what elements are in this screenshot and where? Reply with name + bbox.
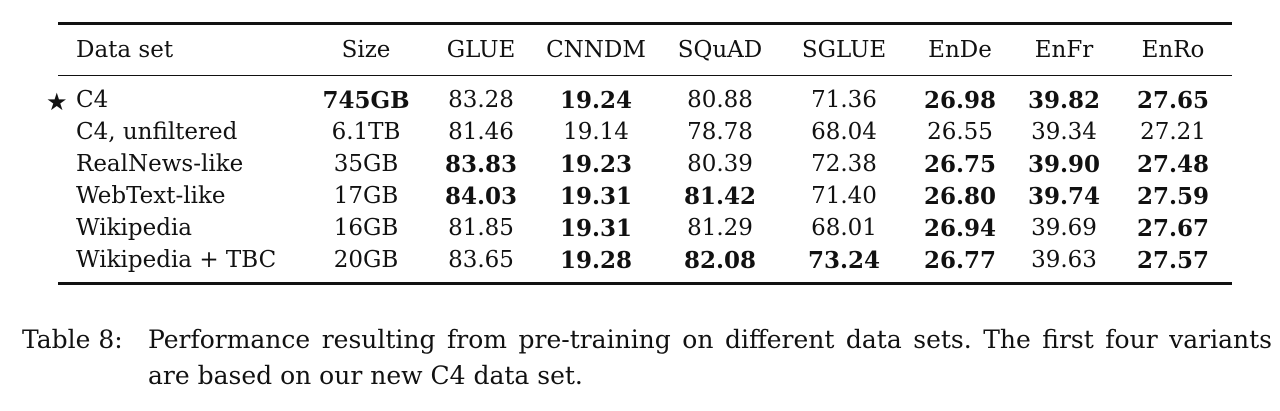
table-row: RealNews-like 35GB 83.83 19.23 80.39 72.38 26.…: [58, 148, 1232, 180]
cell-size: 17GB: [333, 183, 399, 209]
cell-size: 20GB: [333, 247, 399, 273]
cell-ende: 26.94: [923, 214, 997, 242]
cell-glue: 83.83: [444, 150, 518, 178]
data-set-name: RealNews-like: [76, 151, 244, 177]
results-table: Data set Size GLUE CNNDM SQuAD SGLUE EnD…: [46, 22, 1232, 285]
cell-glue: 81.46: [448, 119, 514, 145]
cell-enfr: 39.63: [1031, 247, 1097, 273]
table-row: Wikipedia 16GB 81.85 19.31 81.29 68.01 26.94 39…: [58, 212, 1232, 244]
cell-squad: 80.39: [687, 151, 753, 177]
data-set-name: Wikipedia + TBC: [76, 247, 277, 273]
cell-size: 745GB: [322, 86, 410, 114]
cell-size: 16GB: [333, 215, 399, 241]
cell-sglue: 71.40: [811, 183, 877, 209]
data-set-name: C4, unfiltered: [76, 119, 238, 145]
table-caption: Table 8: Performance resulting from pre-…: [22, 322, 1272, 394]
cell-sglue: 73.24: [807, 246, 881, 274]
results-table-container: Data set Size GLUE CNNDM SQuAD SGLUE EnD…: [46, 22, 1232, 285]
header-row: Data set Size GLUE CNNDM SQuAD SGLUE EnD…: [58, 23, 1232, 76]
cell-glue: 81.85: [448, 215, 514, 241]
cell-data-set: RealNews-like: [58, 148, 304, 180]
cell-squad: 82.08: [683, 246, 757, 274]
cell-data-set: Wikipedia: [58, 212, 304, 244]
cell-glue: 84.03: [444, 182, 518, 210]
star-icon: ★: [46, 88, 68, 117]
cell-sglue: 72.38: [811, 151, 877, 177]
cell-enfr: 39.82: [1027, 86, 1101, 114]
cell-cnndm: 19.23: [559, 150, 633, 178]
header-glue: GLUE: [446, 37, 516, 63]
cell-size: 35GB: [333, 151, 399, 177]
data-set-name: Wikipedia: [76, 215, 193, 241]
cell-enfr: 39.90: [1027, 150, 1101, 178]
cell-sglue: 71.36: [811, 87, 877, 113]
cell-ende: 26.77: [923, 246, 997, 274]
cell-cnndm: 19.31: [559, 182, 633, 210]
cell-ende: 26.75: [923, 150, 997, 178]
cell-glue: 83.65: [448, 247, 514, 273]
cell-sglue: 68.01: [811, 215, 877, 241]
cell-enfr: 39.74: [1027, 182, 1101, 210]
table-row: C4, unfiltered 6.1TB 81.46 19.14 78.78 68.04 2…: [58, 116, 1232, 148]
cell-data-set: C4, unfiltered: [58, 116, 304, 148]
cell-data-set: Wikipedia + TBC: [58, 244, 304, 284]
cell-ende: 26.98: [923, 86, 997, 114]
table-body: ★ C4 745GB 83.28 19.24 80.88 71.36 26.98 39.82 27…: [46, 76, 1232, 284]
cell-enro: 27.59: [1136, 182, 1210, 210]
cell-squad: 78.78: [687, 119, 753, 145]
cell-ende: 26.80: [923, 182, 997, 210]
cell-cnndm: 19.24: [559, 86, 633, 114]
cell-enro: 27.57: [1136, 246, 1210, 274]
cell-squad: 80.88: [687, 87, 753, 113]
cell-cnndm: 19.14: [563, 119, 629, 145]
cell-squad: 81.42: [683, 182, 757, 210]
header-enfr: EnFr: [1034, 37, 1094, 63]
header-squad: SQuAD: [677, 37, 763, 63]
cell-data-set: WebText-like: [58, 180, 304, 212]
header-size: Size: [341, 37, 391, 63]
header-sglue: SGLUE: [801, 37, 887, 63]
header-cnndm: CNNDM: [546, 37, 646, 63]
cell-enro: 27.21: [1140, 119, 1206, 145]
data-set-name: C4: [76, 87, 109, 113]
caption-text: Performance resulting from pre-training …: [148, 325, 1272, 390]
cell-enfr: 39.34: [1031, 119, 1097, 145]
cell-ende: 26.55: [927, 119, 993, 145]
table-row: Wikipedia + TBC 20GB 83.65 19.28 82.08 73.24 2…: [58, 244, 1232, 284]
header-enro: EnRo: [1141, 37, 1205, 63]
cell-enro: 27.67: [1136, 214, 1210, 242]
header-ende: EnDe: [928, 37, 992, 63]
table-row: ★ C4 745GB 83.28 19.24 80.88 71.36 26.98 39.82 27…: [46, 76, 1232, 117]
cell-cnndm: 19.28: [559, 246, 633, 274]
caption-label: Table 8:: [22, 325, 123, 354]
cell-enro: 27.65: [1136, 86, 1210, 114]
cell-enfr: 39.69: [1031, 215, 1097, 241]
cell-size: 6.1TB: [331, 119, 401, 145]
cell-sglue: 68.04: [811, 119, 877, 145]
cell-enro: 27.48: [1136, 150, 1210, 178]
cell-glue: 83.28: [448, 87, 514, 113]
header-data-set: Data set: [76, 37, 174, 63]
data-set-name: WebText-like: [76, 183, 226, 209]
cell-data-set: ★ C4: [46, 76, 304, 117]
cell-squad: 81.29: [687, 215, 753, 241]
cell-cnndm: 19.31: [559, 214, 633, 242]
table-row: WebText-like 17GB 84.03 19.31 81.42 71.40 26.8…: [58, 180, 1232, 212]
